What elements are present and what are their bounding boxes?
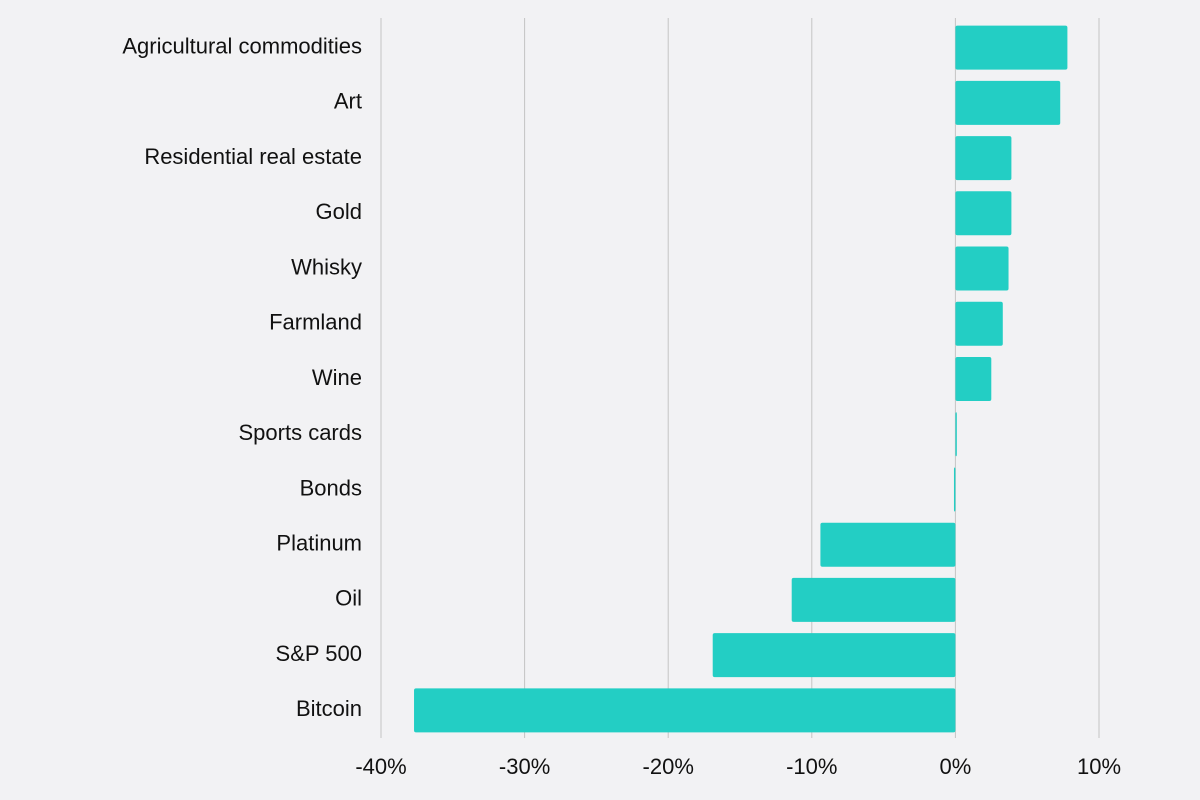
x-tick-label: -10% — [786, 754, 837, 779]
x-tick-label: -30% — [499, 754, 550, 779]
y-tick-label: Platinum — [276, 531, 362, 556]
x-tick-label: 0% — [940, 754, 972, 779]
y-tick-label: Farmland — [269, 310, 362, 335]
bar — [955, 136, 1012, 181]
bar — [955, 357, 992, 401]
y-tick-label: Whisky — [291, 254, 362, 279]
bar — [953, 467, 956, 512]
bar — [955, 412, 957, 457]
y-tick-label: Gold — [316, 199, 362, 224]
bar — [414, 688, 956, 733]
x-tick-label: -40% — [355, 754, 406, 779]
x-tick-label: 10% — [1077, 754, 1121, 779]
y-tick-label: Bitcoin — [296, 696, 362, 721]
y-tick-label: Residential real estate — [144, 144, 362, 169]
y-tick-label: Sports cards — [239, 420, 363, 445]
x-tick-label: -20% — [643, 754, 694, 779]
bar — [955, 246, 1009, 291]
bar — [712, 633, 956, 678]
y-tick-label: Art — [334, 89, 362, 114]
bar — [955, 191, 1012, 236]
y-tick-label: Agricultural commodities — [122, 33, 362, 58]
bar — [955, 301, 1003, 346]
bar — [820, 522, 956, 567]
y-tick-label: S&P 500 — [276, 641, 362, 666]
bar — [955, 80, 1061, 125]
bar — [791, 577, 956, 622]
y-tick-label: Bonds — [300, 475, 362, 500]
bar — [955, 25, 1068, 70]
y-tick-label: Oil — [335, 586, 362, 611]
y-tick-label: Wine — [312, 365, 362, 390]
